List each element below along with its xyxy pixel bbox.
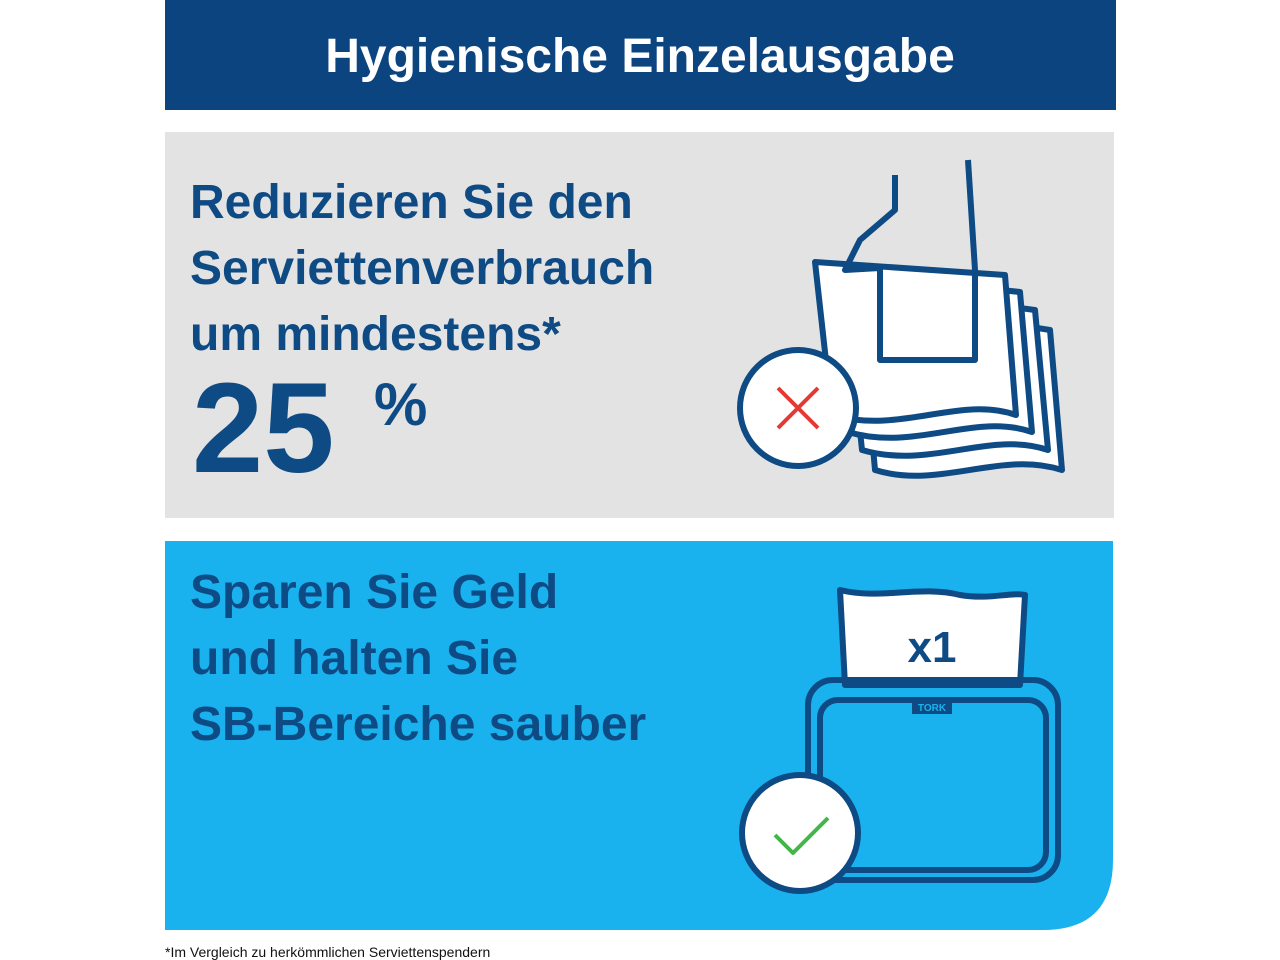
unit: % [374, 371, 427, 438]
panel-1-line: Reduzieren Sie den [190, 176, 633, 229]
cross-icon [776, 386, 820, 430]
figure: 25 [192, 357, 334, 500]
napkins-icon [737, 159, 1065, 479]
dispenser-icon [739, 587, 1061, 894]
title-bar [165, 0, 1116, 110]
napkin-label: x1 [908, 623, 957, 672]
panel-2-text: Sparen Sie Geld und halten Sie SB-Bereic… [190, 566, 646, 751]
panel-1-text: Reduzieren Sie den Serviettenverbrauch u… [190, 176, 654, 500]
panel-1-line: um mindestens* [190, 308, 561, 361]
panel-1-line: Serviettenverbrauch [190, 242, 654, 295]
panel-2-line: und halten Sie [190, 632, 518, 685]
panel-2-line: SB-Bereiche sauber [190, 698, 646, 751]
panel-2-line: Sparen Sie Geld [190, 566, 558, 619]
brand: TORK [918, 703, 947, 714]
title: Hygienische Einzelausgabe [325, 30, 955, 83]
footnote: *Im Vergleich zu herkömmlichen Serviette… [165, 944, 490, 960]
